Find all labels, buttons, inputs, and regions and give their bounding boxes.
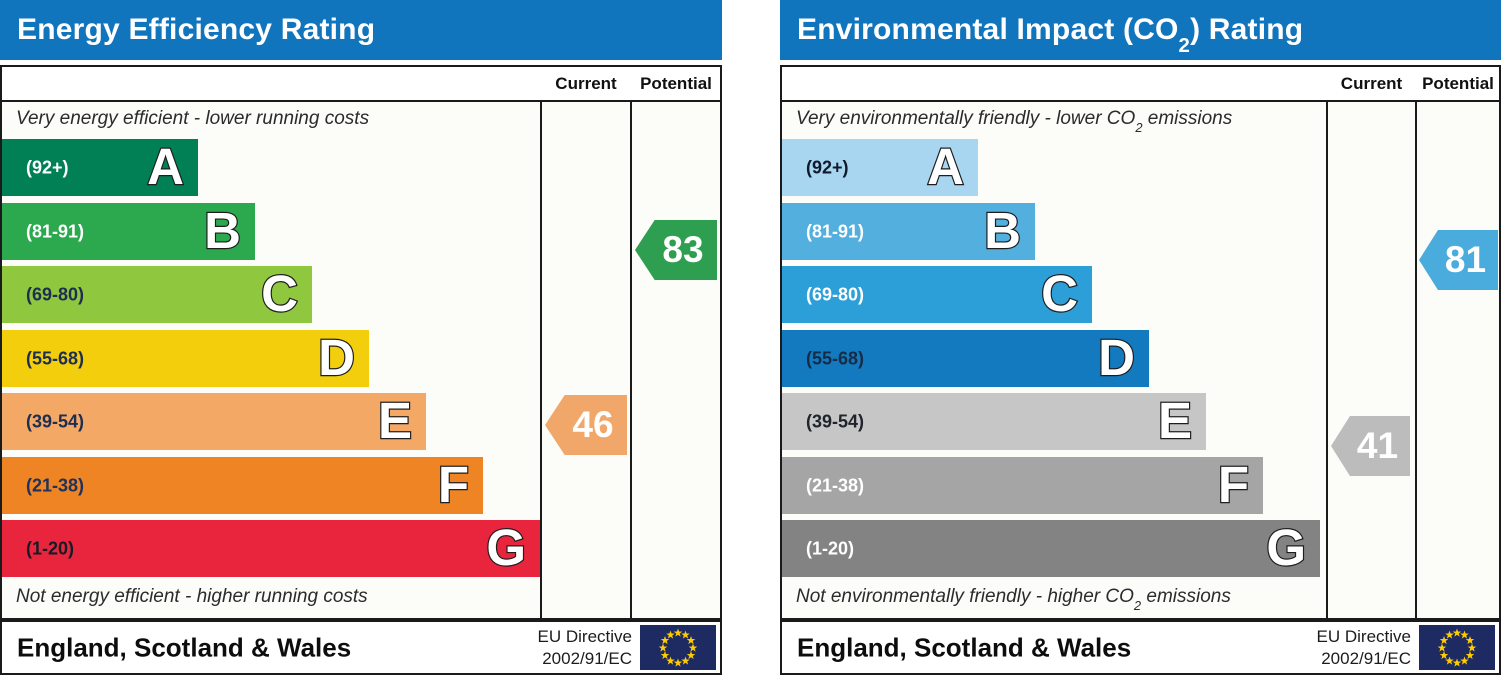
current-column-line [1326,67,1328,618]
eu-directive-label: EU Directive 2002/91/EC [537,626,632,668]
band-letter: C [1040,264,1079,322]
band-letter: C [260,264,299,322]
region-label: England, Scotland & Wales [17,632,352,662]
top-note: Very energy efficient - lower running co… [16,108,370,129]
band-range-label: (21-38) [26,475,85,495]
current-column-header: Current [1340,73,1403,93]
chart-footer: England, Scotland & Wales EU Directive 2… [780,620,1501,675]
current-rating-arrow: 46 [545,395,627,455]
table-header: Current Potential [2,67,720,102]
band-range-label: (55-68) [806,348,865,368]
current-column-line [540,67,542,618]
chart-title: Environmental Impact (CO2) Rating [780,0,1501,60]
potential-rating-arrow: 83 [635,220,717,280]
potential-column-header: Potential [640,73,712,93]
band-letter: F [437,455,471,513]
region-label: England, Scotland & Wales [797,632,1132,662]
band-range-label: (69-80) [806,284,865,304]
chart-title-text: Environmental Impact (CO2) Rating [797,13,1304,57]
chart-footer: England, Scotland & Wales EU Directive 2… [0,620,722,675]
rating-band-c: (69-80) C [782,266,1092,323]
rating-band-a: (92+) A [782,139,978,196]
band-letter: B [983,201,1022,259]
band-letter: A [146,137,185,195]
rating-band-g: (1-20) G [2,520,540,577]
potential-rating-value: 83 [662,229,704,270]
band-letter: B [203,201,242,259]
chart-title: Energy Efficiency Rating [0,0,722,60]
band-letter: G [485,518,527,576]
current-rating-arrow: 41 [1331,416,1410,476]
bottom-note: Not environmentally friendly - higher CO… [796,586,1231,614]
rating-band-f: (21-38) F [2,457,483,514]
potential-column-line [1415,67,1417,618]
eu-flag-icon [1419,625,1495,670]
current-rating-value: 46 [572,404,614,445]
band-range-label: (81-91) [806,221,865,241]
energy-efficiency-chart: Energy Efficiency Rating Current Potenti… [0,0,722,675]
band-letter: D [317,328,356,386]
current-column-header: Current [555,73,617,93]
band-range-label: (55-68) [26,348,85,368]
rating-band-b: (81-91) B [782,203,1035,260]
rating-band-e: (39-54) E [782,393,1206,450]
band-letter: E [1157,391,1193,449]
chart-frame: Current Potential Very environmentally f… [780,65,1501,620]
chart-frame: Current Potential Very energy efficient … [0,65,722,620]
rating-band-d: (55-68) D [782,330,1149,387]
bottom-note: Not energy efficient - higher running co… [16,586,368,607]
rating-band-e: (39-54) E [2,393,426,450]
band-range-label: (1-20) [26,538,75,558]
band-range-label: (69-80) [26,284,85,304]
potential-rating-value: 81 [1444,239,1487,280]
rating-band-g: (1-20) G [782,520,1320,577]
rating-band-b: (81-91) B [2,203,255,260]
band-range-label: (39-54) [26,411,85,431]
rating-band-f: (21-38) F [782,457,1263,514]
potential-column-line [630,67,632,618]
chart-title-text: Energy Efficiency Rating [17,13,376,46]
band-letter: F [1217,455,1251,513]
band-range-label: (1-20) [806,538,855,558]
rating-band-d: (55-68) D [2,330,369,387]
table-header: Current Potential [782,67,1499,102]
environmental-impact-chart: Environmental Impact (CO2) Rating Curren… [780,0,1501,675]
band-letter: A [926,137,965,195]
eu-flag-icon [640,625,716,670]
band-range-label: (81-91) [26,221,85,241]
band-range-label: (92+) [806,157,849,177]
band-range-label: (92+) [26,157,69,177]
eu-directive-label: EU Directive 2002/91/EC [1316,626,1411,668]
band-letter: D [1097,328,1136,386]
current-rating-value: 41 [1356,425,1399,466]
top-note: Very environmentally friendly - lower CO… [796,108,1233,136]
band-range-label: (21-38) [806,475,865,495]
rating-band-a: (92+) A [2,139,198,196]
potential-rating-arrow: 81 [1419,230,1498,290]
rating-band-c: (69-80) C [2,266,312,323]
band-letter: G [1265,518,1307,576]
band-range-label: (39-54) [806,411,865,431]
potential-column-header: Potential [1422,73,1494,93]
band-letter: E [377,391,413,449]
